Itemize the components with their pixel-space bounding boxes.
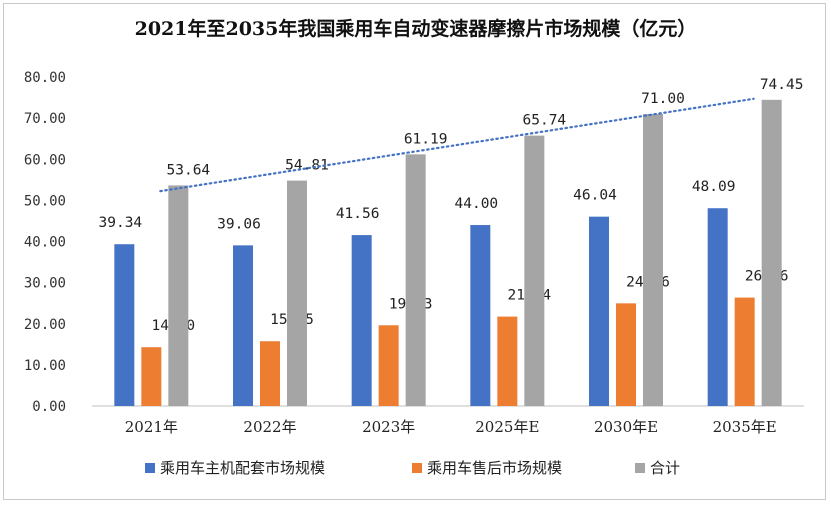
bar (497, 316, 518, 406)
data-label: 39.34 (99, 215, 143, 231)
legend-label: 乘用车主机配套市场规模 (160, 459, 325, 477)
legend-label: 合计 (650, 459, 680, 477)
data-label: 74.45 (760, 77, 804, 93)
bar (287, 180, 307, 406)
y-tick-label: 60.00 (24, 152, 66, 168)
x-tick-label: 2025年E (475, 418, 539, 436)
bar (616, 303, 636, 406)
bar (707, 208, 728, 406)
data-label: 54.81 (285, 158, 329, 174)
x-tick-label: 2035年E (713, 418, 777, 436)
x-tick-label: 2023年 (362, 418, 415, 436)
data-label: 71.00 (641, 91, 685, 107)
y-axis: 0.00 10.00 20.00 30.00 40.00 50.00 60.00 70.00 8… (24, 70, 804, 415)
bars: 39.3414.3053.6439.0615.7554.8141.5619.63… (99, 77, 804, 406)
data-label: 41.56 (336, 206, 380, 222)
y-tick-label: 30.00 (24, 276, 66, 292)
legend-swatch (412, 463, 422, 473)
data-label: 46.04 (573, 188, 617, 204)
x-tick-label: 2030年E (594, 418, 658, 436)
y-tick-label: 80.00 (24, 70, 66, 86)
bar (114, 244, 135, 406)
y-tick-label: 20.00 (24, 317, 66, 333)
y-tick-label: 50.00 (24, 193, 66, 209)
y-tick-label: 0.00 (32, 399, 66, 415)
data-label: 61.19 (404, 131, 448, 147)
bar (260, 341, 280, 406)
bar (734, 297, 755, 406)
y-tick-label: 40.00 (24, 235, 66, 251)
data-label: 53.64 (167, 162, 211, 178)
trendline (159, 97, 755, 193)
data-label: 39.06 (217, 216, 261, 232)
y-tick-label: 70.00 (24, 111, 66, 127)
bar (233, 245, 253, 406)
bar (351, 235, 372, 406)
trendline-line (159, 97, 755, 193)
bar (141, 347, 162, 406)
x-tick-label: 2022年 (243, 418, 296, 436)
chart-title: 2021年至2035年我国乘用车自动变速器摩擦片市场规模（亿元） (134, 18, 697, 40)
bar (378, 325, 399, 406)
data-label: 48.09 (692, 179, 736, 195)
bar (405, 154, 426, 406)
data-label: 44.00 (455, 196, 499, 212)
legend-swatch (635, 463, 645, 473)
bar (168, 185, 189, 406)
data-label: 65.74 (523, 113, 567, 129)
x-axis: 2021年 2022年 2023年 2025年E 2030年E 2035年E (125, 418, 777, 436)
legend-swatch (145, 463, 155, 473)
bar (643, 114, 663, 406)
legend: 乘用车主机配套市场规模 乘用车售后市场规模 合计 (145, 459, 680, 477)
bar (524, 135, 545, 406)
x-tick-label: 2021年 (125, 418, 178, 436)
bar (761, 99, 782, 406)
bar (589, 216, 609, 406)
legend-label: 乘用车售后市场规模 (427, 459, 562, 477)
bar (470, 225, 491, 406)
y-tick-label: 10.00 (24, 358, 66, 374)
